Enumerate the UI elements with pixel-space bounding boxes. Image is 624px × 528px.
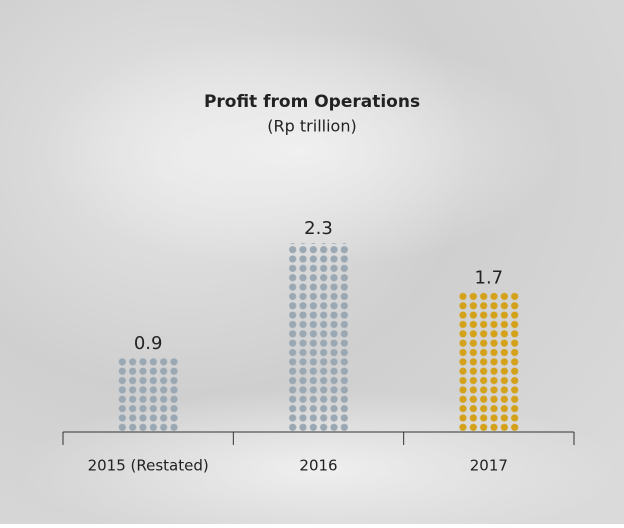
chart-title: Profit from Operations (204, 92, 420, 112)
value-label: 1.7 (475, 267, 504, 288)
x-tick-label: 2017 (470, 457, 508, 475)
chart-subtitle: (Rp trillion) (267, 117, 356, 136)
x-tick-label: 2015 (Restated) (88, 457, 209, 475)
bar (458, 292, 520, 432)
bar (288, 243, 350, 432)
bar (117, 358, 179, 432)
x-tick-label: 2016 (299, 457, 337, 475)
page: Profit from Operations (Rp trillion) 201… (0, 0, 624, 524)
value-label: 2.3 (304, 218, 333, 239)
background-blob (40, 30, 560, 270)
value-label: 0.9 (134, 333, 163, 354)
chart: Profit from Operations (Rp trillion) 201… (0, 0, 624, 524)
